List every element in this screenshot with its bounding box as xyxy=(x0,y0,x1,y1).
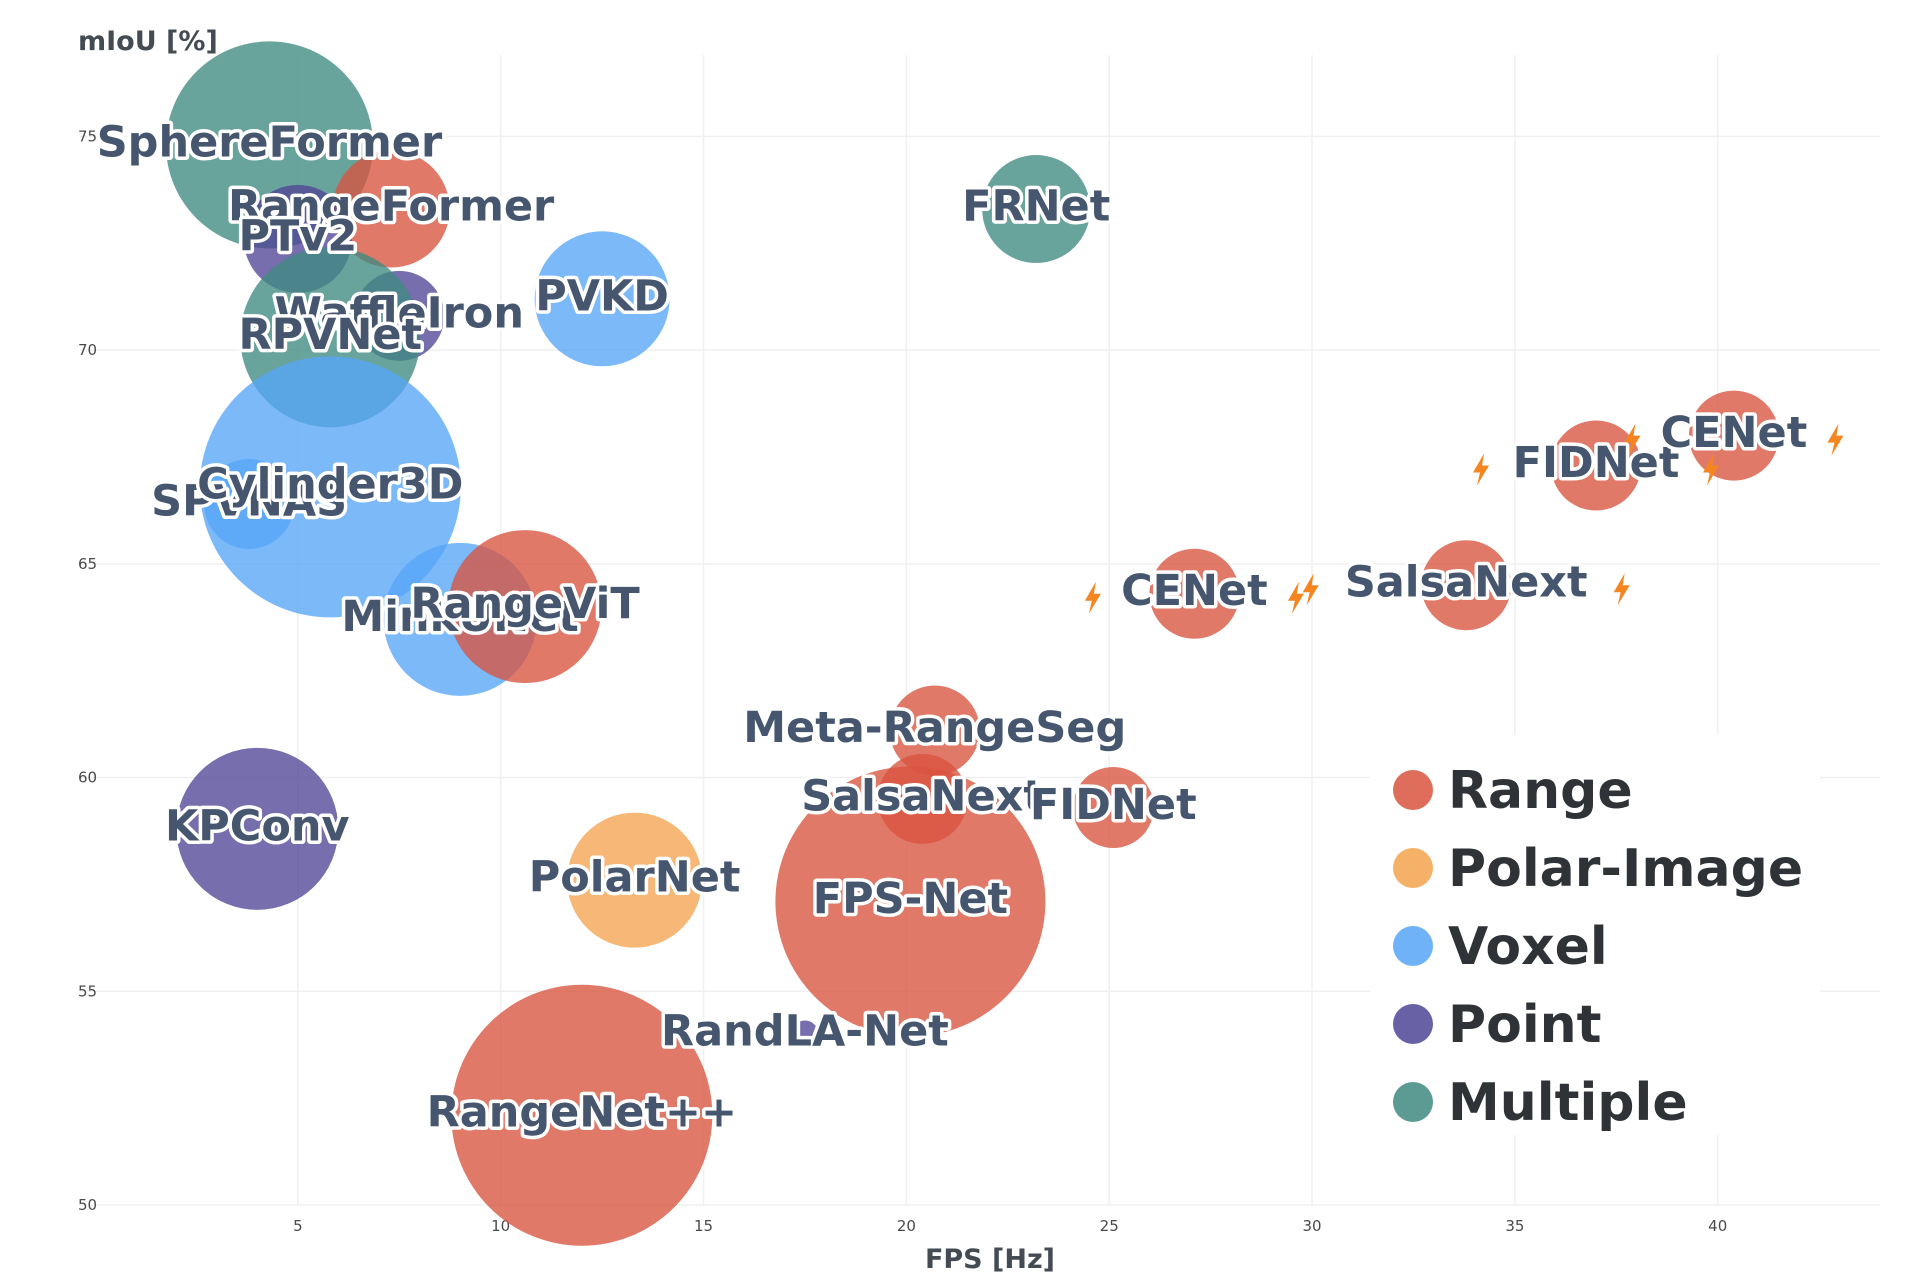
bubble-label: CENet xyxy=(1121,566,1268,616)
bubble-fidnet xyxy=(1072,766,1154,848)
lightning-bolt-icon xyxy=(1703,453,1720,486)
legend-marker xyxy=(1393,1082,1433,1122)
x-tick-label: 35 xyxy=(1505,1217,1524,1235)
bubble-label: FPS-Net xyxy=(813,874,1008,924)
x-tick-label: 15 xyxy=(694,1217,713,1235)
bolt-layer xyxy=(1084,423,1844,614)
lightning-bolt-icon xyxy=(1613,573,1630,606)
legend-marker xyxy=(1393,848,1433,888)
bubble-cylinder3d xyxy=(199,356,461,618)
lightning-bolt-icon xyxy=(1302,573,1319,606)
bubble-label: RPVNet xyxy=(238,310,422,360)
bubble-label: RangeViT xyxy=(410,579,640,629)
bubble-kpconv xyxy=(176,747,339,910)
bubble-rangeformer xyxy=(332,150,450,268)
bubble-label: SalsaNext xyxy=(1345,558,1588,608)
bubble-salsanext xyxy=(1421,540,1512,631)
y-tick-label: 60 xyxy=(78,769,97,787)
lightning-bolt-icon xyxy=(1287,581,1304,614)
bubble-polarnet xyxy=(567,812,703,948)
tick-layer: 5 10 15 20 25 30 35 40 50 55 60 65 70 75 xyxy=(78,127,1727,1235)
x-axis-title: FPS [Hz] xyxy=(925,1244,1055,1272)
bubble-label: MinkUNet xyxy=(341,592,578,642)
legend-label: Point xyxy=(1448,995,1602,1055)
bubble-randla-net xyxy=(791,1020,819,1048)
bubble-fidnet xyxy=(1551,420,1642,511)
legend-background xyxy=(1370,735,1820,1135)
bubble-label: WaffleIron xyxy=(275,288,524,338)
y-tick-label: 75 xyxy=(78,127,97,145)
legend-marker xyxy=(1393,1004,1433,1044)
bubble-label: Cylinder3D xyxy=(197,459,463,509)
lightning-bolt-icon xyxy=(1827,423,1844,456)
legend-marker xyxy=(1393,926,1433,966)
bubble-rangenet- xyxy=(451,984,713,1246)
bubble-label: RandLA-Net xyxy=(661,1007,949,1057)
bubble-label: FIDNet xyxy=(1513,438,1680,488)
lightning-bolt-icon xyxy=(1624,423,1641,456)
bubble-frnet xyxy=(982,155,1091,264)
lightning-bolt-icon xyxy=(1084,581,1101,614)
bubble-label: RangeNet++ xyxy=(427,1088,737,1138)
bubble-meta-rangeseg xyxy=(889,685,980,776)
bubble-layer xyxy=(165,41,1779,1246)
bubble-label: PolarNet xyxy=(529,853,741,903)
bubble-label: RangeFormer xyxy=(228,182,555,232)
x-tick-label: 30 xyxy=(1302,1217,1321,1235)
bubble-label: SphereFormer xyxy=(97,117,443,167)
x-tick-label: 5 xyxy=(293,1217,303,1235)
bubble-label: PVKD xyxy=(535,271,669,321)
y-tick-label: 50 xyxy=(78,1196,97,1214)
x-tick-label: 25 xyxy=(1100,1217,1119,1235)
bubble-pvkd xyxy=(534,231,670,367)
x-tick-label: 40 xyxy=(1708,1217,1727,1235)
legend-label: Range xyxy=(1448,761,1633,821)
x-tick-label: 10 xyxy=(491,1217,510,1235)
y-axis-title: mIoU [%] xyxy=(78,26,218,57)
y-tick-label: 55 xyxy=(78,982,97,1000)
bubble-fps-net xyxy=(775,766,1046,1037)
legend-label: Multiple xyxy=(1448,1073,1688,1133)
bubble-label: FIDNet xyxy=(1030,780,1197,830)
legend-marker xyxy=(1393,770,1433,810)
y-tick-label: 70 xyxy=(78,341,97,359)
bubble-label: SalsaNext xyxy=(801,771,1044,821)
x-tick-label: 20 xyxy=(897,1217,916,1235)
legend-label: Voxel xyxy=(1448,917,1608,977)
bubble-rangevit xyxy=(448,530,602,684)
bubble-cenet xyxy=(1149,548,1240,639)
y-tick-label: 65 xyxy=(78,555,97,573)
bubble-label: SPVNAS xyxy=(151,476,347,526)
legend: Range Polar-Image Voxel Point Multiple xyxy=(1393,761,1803,1133)
bubble-label: PTv2 xyxy=(238,211,357,261)
bubble-label: FRNet xyxy=(962,182,1110,232)
lightning-bolt-icon xyxy=(1473,453,1490,486)
bubble-label: Meta-RangeSeg xyxy=(743,703,1126,753)
bubble-label: CENet xyxy=(1661,408,1808,458)
bubble-label: KPConv xyxy=(165,801,350,851)
legend-label: Polar-Image xyxy=(1448,839,1803,899)
